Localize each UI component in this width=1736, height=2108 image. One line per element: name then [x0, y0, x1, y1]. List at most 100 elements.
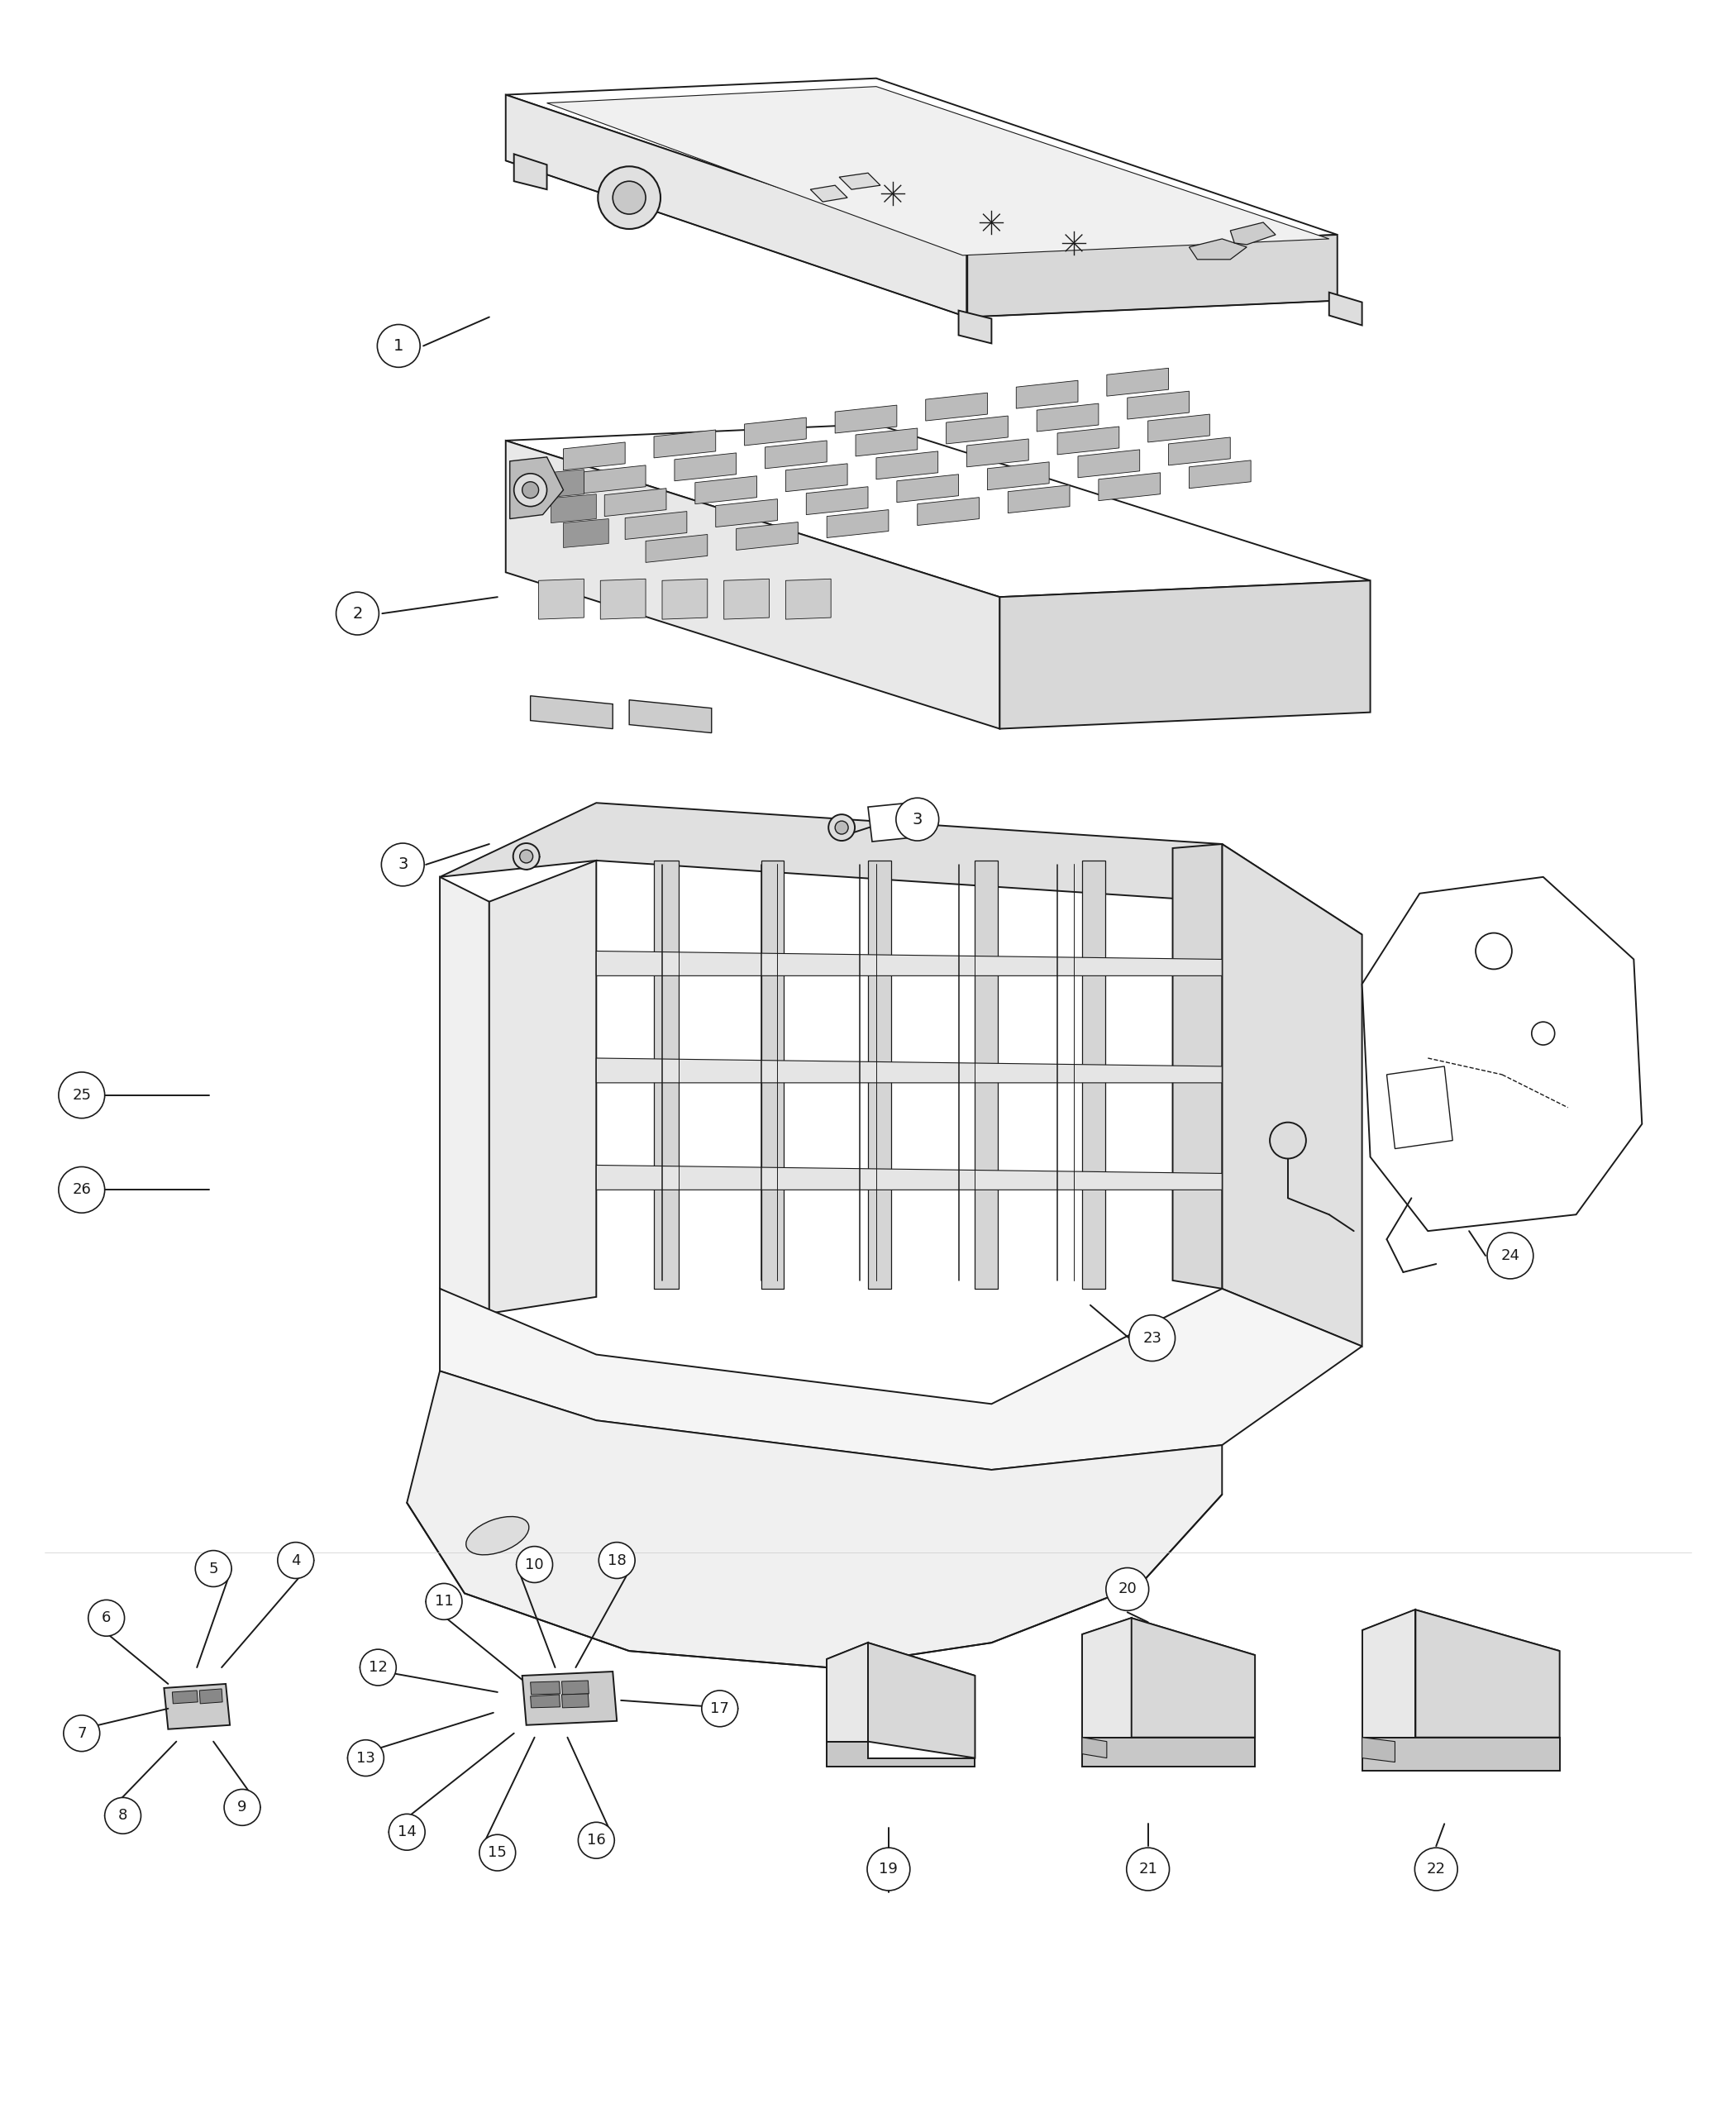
- Polygon shape: [877, 451, 937, 479]
- Text: 9: 9: [238, 1800, 247, 1815]
- Polygon shape: [1132, 1619, 1255, 1737]
- Polygon shape: [1387, 1067, 1453, 1149]
- Circle shape: [514, 474, 547, 506]
- Circle shape: [519, 850, 533, 862]
- Polygon shape: [505, 95, 967, 316]
- Text: 19: 19: [878, 1861, 898, 1876]
- Circle shape: [896, 799, 939, 841]
- Circle shape: [194, 1551, 231, 1587]
- Polygon shape: [595, 1058, 1222, 1084]
- Circle shape: [1127, 1849, 1170, 1891]
- Text: 14: 14: [398, 1826, 417, 1840]
- Polygon shape: [583, 466, 646, 493]
- Polygon shape: [1099, 472, 1160, 502]
- Polygon shape: [547, 86, 1330, 255]
- Text: 22: 22: [1427, 1861, 1446, 1876]
- Polygon shape: [806, 487, 868, 514]
- Polygon shape: [514, 154, 547, 190]
- Polygon shape: [736, 523, 799, 550]
- Polygon shape: [564, 519, 609, 548]
- Ellipse shape: [465, 1516, 529, 1556]
- Circle shape: [89, 1600, 125, 1636]
- Circle shape: [382, 843, 424, 885]
- Polygon shape: [958, 310, 991, 344]
- Text: 20: 20: [1118, 1581, 1137, 1596]
- Circle shape: [868, 1849, 910, 1891]
- Text: 26: 26: [73, 1183, 90, 1197]
- Polygon shape: [604, 489, 667, 516]
- Circle shape: [613, 181, 646, 215]
- Polygon shape: [811, 186, 847, 202]
- Polygon shape: [538, 470, 583, 497]
- Circle shape: [64, 1716, 99, 1752]
- Text: 25: 25: [73, 1088, 92, 1102]
- Circle shape: [1269, 1121, 1305, 1159]
- Polygon shape: [826, 1642, 976, 1693]
- Text: 2: 2: [352, 605, 363, 622]
- Polygon shape: [1016, 379, 1078, 409]
- Text: 7: 7: [76, 1726, 87, 1741]
- Polygon shape: [654, 860, 679, 1288]
- Polygon shape: [661, 580, 708, 620]
- Text: 21: 21: [1139, 1861, 1158, 1876]
- Circle shape: [523, 483, 538, 497]
- Polygon shape: [917, 497, 979, 525]
- Text: 24: 24: [1500, 1248, 1519, 1263]
- Polygon shape: [1231, 221, 1276, 245]
- Text: 10: 10: [526, 1558, 543, 1573]
- Polygon shape: [1330, 293, 1363, 325]
- Polygon shape: [1082, 1619, 1132, 1737]
- Polygon shape: [531, 1682, 561, 1695]
- Circle shape: [389, 1815, 425, 1851]
- Circle shape: [337, 592, 378, 635]
- Polygon shape: [1363, 1737, 1559, 1771]
- Circle shape: [1128, 1315, 1175, 1362]
- Text: 6: 6: [102, 1611, 111, 1625]
- Polygon shape: [163, 1684, 229, 1729]
- Polygon shape: [925, 392, 988, 422]
- Circle shape: [597, 167, 660, 230]
- Text: 8: 8: [118, 1809, 127, 1823]
- Text: 5: 5: [208, 1562, 219, 1577]
- Polygon shape: [1000, 580, 1370, 729]
- Circle shape: [425, 1583, 462, 1619]
- Polygon shape: [550, 493, 595, 523]
- Polygon shape: [1363, 1611, 1415, 1737]
- Polygon shape: [898, 474, 958, 502]
- Polygon shape: [786, 580, 832, 620]
- Polygon shape: [562, 1680, 589, 1695]
- Polygon shape: [439, 877, 490, 1313]
- Polygon shape: [976, 860, 998, 1288]
- Polygon shape: [531, 1695, 561, 1707]
- Polygon shape: [601, 580, 646, 620]
- Polygon shape: [564, 443, 625, 470]
- Polygon shape: [1189, 238, 1246, 259]
- Polygon shape: [946, 415, 1009, 445]
- Text: 12: 12: [368, 1659, 387, 1676]
- Text: 11: 11: [434, 1594, 453, 1608]
- Polygon shape: [595, 951, 1222, 976]
- Polygon shape: [838, 173, 880, 190]
- Circle shape: [1476, 934, 1512, 970]
- Polygon shape: [967, 234, 1337, 316]
- Text: 15: 15: [488, 1844, 507, 1859]
- Polygon shape: [505, 424, 1370, 597]
- Circle shape: [599, 1543, 635, 1579]
- Polygon shape: [531, 696, 613, 729]
- Text: 16: 16: [587, 1832, 606, 1849]
- Polygon shape: [439, 1288, 1363, 1469]
- Circle shape: [278, 1543, 314, 1579]
- Polygon shape: [1127, 392, 1189, 419]
- Circle shape: [828, 814, 854, 841]
- Polygon shape: [505, 78, 1337, 251]
- Circle shape: [1488, 1233, 1533, 1280]
- Polygon shape: [826, 1642, 868, 1741]
- Polygon shape: [1363, 877, 1642, 1231]
- Polygon shape: [1168, 436, 1231, 466]
- Text: 13: 13: [356, 1750, 375, 1764]
- Text: 4: 4: [292, 1554, 300, 1568]
- Circle shape: [1415, 1849, 1458, 1891]
- Circle shape: [377, 325, 420, 367]
- Polygon shape: [826, 510, 889, 538]
- Text: 18: 18: [608, 1554, 627, 1568]
